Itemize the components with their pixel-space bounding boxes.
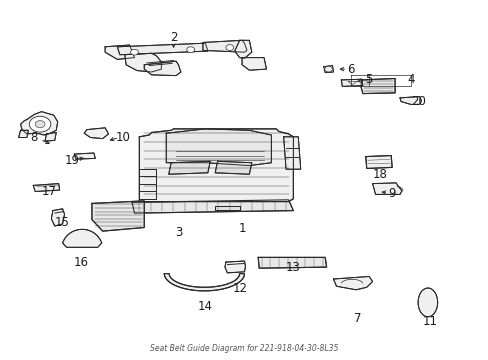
Polygon shape <box>45 132 56 141</box>
Text: 6: 6 <box>346 63 354 76</box>
Text: 5: 5 <box>364 73 372 86</box>
Polygon shape <box>333 276 372 290</box>
Polygon shape <box>33 184 60 192</box>
Text: Seat Belt Guide Diagram for 221-918-04-30-8L35: Seat Belt Guide Diagram for 221-918-04-3… <box>150 344 338 353</box>
Polygon shape <box>242 58 266 70</box>
Polygon shape <box>360 78 394 94</box>
Polygon shape <box>117 43 207 55</box>
Polygon shape <box>144 61 181 76</box>
Text: 13: 13 <box>285 261 300 274</box>
Polygon shape <box>92 201 144 231</box>
Text: 17: 17 <box>41 185 56 198</box>
Text: 19: 19 <box>65 154 80 167</box>
Text: 3: 3 <box>174 226 182 239</box>
Text: 12: 12 <box>233 282 247 295</box>
Polygon shape <box>234 40 251 58</box>
Text: 10: 10 <box>116 131 130 144</box>
Polygon shape <box>20 112 58 135</box>
Polygon shape <box>365 156 391 168</box>
Polygon shape <box>139 169 156 199</box>
Text: 11: 11 <box>422 315 437 328</box>
Polygon shape <box>105 45 134 59</box>
Circle shape <box>35 121 45 128</box>
Polygon shape <box>168 161 210 174</box>
Circle shape <box>186 47 194 53</box>
Polygon shape <box>215 161 251 174</box>
Polygon shape <box>341 79 362 86</box>
Text: 1: 1 <box>238 222 245 235</box>
Text: 2: 2 <box>169 31 177 44</box>
Text: 18: 18 <box>372 168 387 181</box>
Circle shape <box>29 116 51 132</box>
Polygon shape <box>283 137 300 169</box>
Polygon shape <box>417 288 437 317</box>
Polygon shape <box>224 261 245 273</box>
Polygon shape <box>84 128 108 139</box>
Polygon shape <box>139 129 293 202</box>
Text: 9: 9 <box>387 187 395 200</box>
Circle shape <box>225 45 233 50</box>
Text: 7: 7 <box>353 312 361 325</box>
Polygon shape <box>124 53 161 72</box>
Polygon shape <box>164 274 244 291</box>
Text: 16: 16 <box>73 256 88 269</box>
Text: 8: 8 <box>30 131 38 144</box>
Text: 20: 20 <box>410 95 425 108</box>
Circle shape <box>130 49 138 55</box>
Polygon shape <box>399 96 421 104</box>
Polygon shape <box>166 129 271 166</box>
Polygon shape <box>372 183 401 194</box>
Polygon shape <box>51 209 64 226</box>
Polygon shape <box>62 229 102 247</box>
Polygon shape <box>74 153 95 159</box>
Text: 15: 15 <box>55 216 70 229</box>
Text: 4: 4 <box>406 73 414 86</box>
Polygon shape <box>132 200 293 213</box>
Circle shape <box>324 66 332 72</box>
Polygon shape <box>258 257 326 268</box>
Polygon shape <box>323 66 333 73</box>
Polygon shape <box>215 206 239 210</box>
Polygon shape <box>203 40 246 52</box>
Polygon shape <box>19 130 28 138</box>
Text: 14: 14 <box>198 300 212 313</box>
